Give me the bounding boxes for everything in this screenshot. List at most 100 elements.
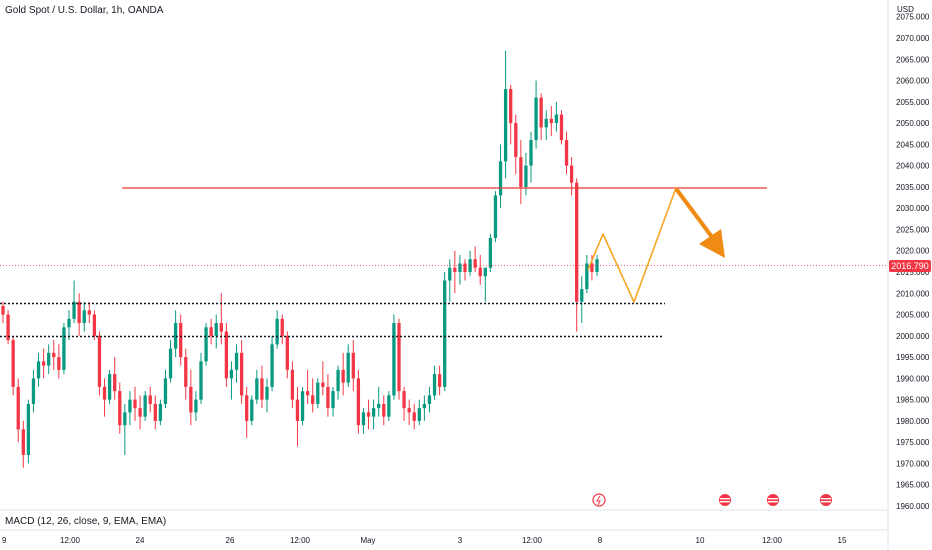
us-flag-event-icon[interactable] xyxy=(820,494,832,506)
candle-body xyxy=(336,369,340,392)
candle-body xyxy=(539,97,543,128)
candle-body xyxy=(524,165,528,187)
candle-body xyxy=(316,382,320,404)
price-tick-label: 2060.000 xyxy=(896,77,930,86)
candle-body xyxy=(483,267,487,277)
candle-body xyxy=(224,331,229,379)
candle-body xyxy=(199,361,203,400)
time-tick-label: 9 xyxy=(2,536,7,545)
candle-body xyxy=(564,140,569,166)
candle-body xyxy=(92,314,97,336)
candle-body xyxy=(77,301,81,324)
candle-body xyxy=(503,89,508,162)
time-tick-label: 15 xyxy=(838,536,847,545)
candle-body xyxy=(36,361,41,379)
time-tick-label: 12:00 xyxy=(762,536,783,545)
candle-body xyxy=(432,374,437,396)
candle-body xyxy=(366,412,371,417)
candle-body xyxy=(234,352,239,370)
candle-body xyxy=(189,386,193,413)
candle-body xyxy=(463,263,467,272)
candle-body xyxy=(458,263,462,272)
candle-body xyxy=(107,374,112,400)
candle-body xyxy=(331,391,335,409)
candle-body xyxy=(214,323,218,336)
time-tick-label: May xyxy=(360,536,375,545)
projection-arrow-head xyxy=(699,229,725,258)
candle-body xyxy=(529,140,533,166)
lightning-glyph-icon xyxy=(596,495,601,506)
price-tick-label: 2065.000 xyxy=(896,55,930,64)
candle-body xyxy=(575,182,579,302)
candle-body xyxy=(209,327,213,336)
candle-body xyxy=(351,352,355,379)
candle-body xyxy=(255,378,259,400)
time-axis: 9 12:00 24 26 12:00 May 3 12:00 8 10 12:00 15 xyxy=(2,536,847,545)
time-tick-label: 8 xyxy=(598,536,603,545)
candle-body xyxy=(113,374,117,392)
candle-body xyxy=(554,114,559,124)
candle-body xyxy=(387,395,391,417)
candle-body xyxy=(407,408,411,413)
projection-drawing xyxy=(587,187,725,303)
event-icons xyxy=(592,493,832,507)
candle-body xyxy=(270,344,274,387)
price-tick-label: 1970.000 xyxy=(896,459,930,468)
candle-body xyxy=(133,399,137,409)
candle-body xyxy=(1,306,5,315)
candle-body xyxy=(102,386,107,400)
candle-body xyxy=(260,378,264,400)
time-tick-label: 24 xyxy=(136,536,145,545)
candle-body xyxy=(478,267,482,277)
price-tick-label: 2020.000 xyxy=(896,247,930,256)
flag-stripe-icon xyxy=(821,498,831,500)
candle-body xyxy=(31,378,36,404)
price-tick-label: 2050.000 xyxy=(896,119,930,128)
candle-body xyxy=(311,395,315,404)
lightning-event-icon[interactable] xyxy=(592,493,606,507)
candle-body xyxy=(569,165,574,183)
candle-body xyxy=(6,314,10,341)
candle-body xyxy=(402,391,406,409)
price-tick-label: 2015.000 xyxy=(896,268,930,277)
candle-body xyxy=(229,369,234,379)
candle-body xyxy=(82,310,86,324)
candle-body xyxy=(443,280,447,387)
candle-body xyxy=(468,259,472,272)
candle-body xyxy=(534,97,538,141)
candle-body xyxy=(412,412,416,421)
candle-body xyxy=(514,123,518,158)
candle-body xyxy=(245,395,249,421)
price-tick-label: 1965.000 xyxy=(896,481,930,490)
candle-body xyxy=(473,259,477,268)
time-tick-label: 26 xyxy=(226,536,235,545)
candle-body xyxy=(168,348,173,379)
candle-body xyxy=(377,403,381,409)
time-tick-label: 3 xyxy=(458,536,463,545)
candle-body xyxy=(138,408,142,417)
price-tick-label: 2025.000 xyxy=(896,225,930,234)
candle-body xyxy=(498,161,503,196)
candle-body xyxy=(290,369,295,400)
candle-body xyxy=(585,263,589,290)
candle-body xyxy=(382,403,386,417)
candle-body xyxy=(275,318,279,345)
us-flag-event-icon[interactable] xyxy=(767,494,779,506)
candle-body xyxy=(488,237,493,268)
candle-body xyxy=(305,391,310,396)
us-flag-event-icon[interactable] xyxy=(719,494,731,506)
flag-stripe-icon xyxy=(768,501,778,503)
candle-body xyxy=(128,399,132,413)
price-tick-label: 2010.000 xyxy=(896,289,930,298)
time-tick-label: 12:00 xyxy=(290,536,311,545)
candle-body xyxy=(346,352,350,383)
candle-body xyxy=(580,289,584,302)
candle-body xyxy=(26,403,31,455)
candle-body xyxy=(173,323,178,349)
candle-body xyxy=(143,395,147,417)
price-tick-label: 2075.000 xyxy=(896,13,930,22)
horizontal-levels xyxy=(0,187,888,338)
candle-body xyxy=(97,335,102,387)
macd-indicator-label[interactable]: MACD (12, 26, close, 9, EMA, EMA) xyxy=(5,516,167,527)
